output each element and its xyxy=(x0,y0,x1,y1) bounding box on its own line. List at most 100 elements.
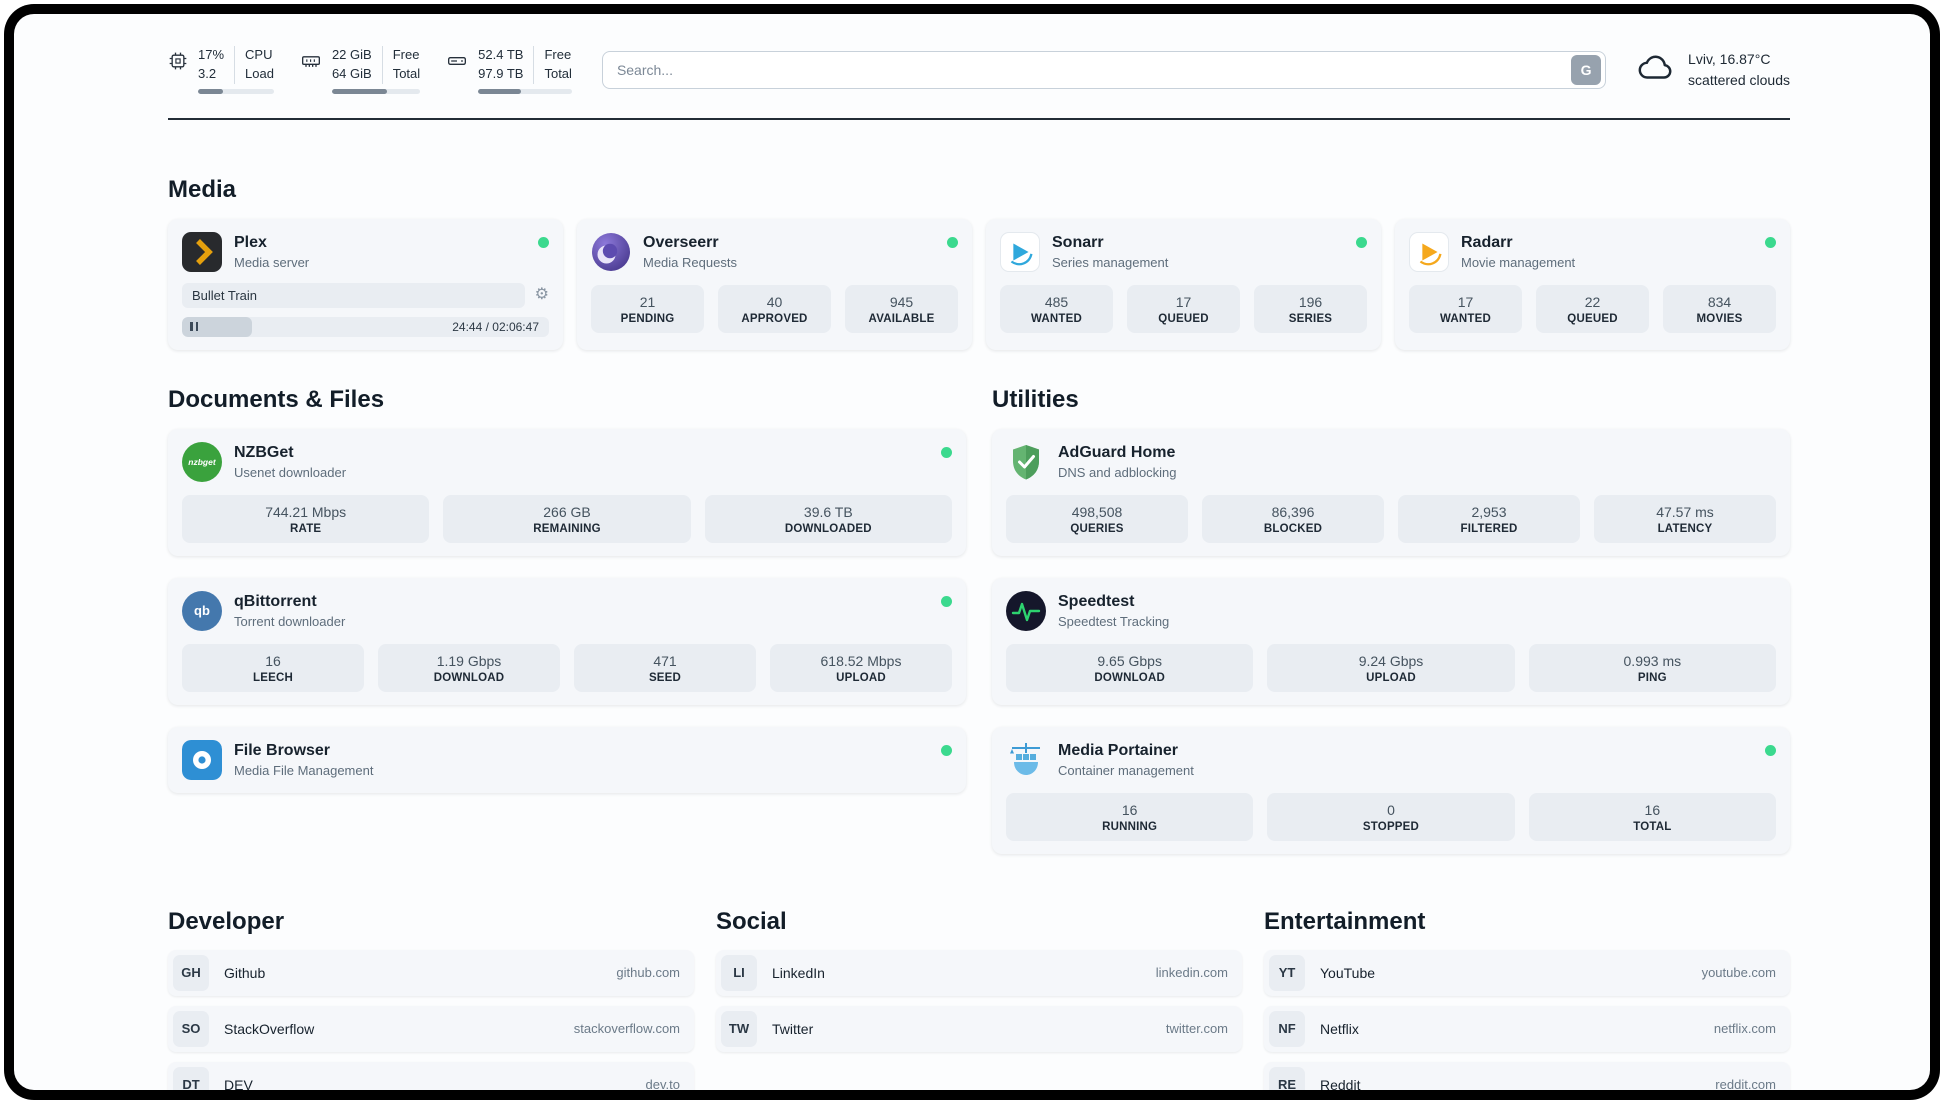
adguard-shield-icon xyxy=(1006,442,1046,482)
memory-usage-bar-fill xyxy=(331,88,387,94)
cpu-labels: CPU Load xyxy=(234,46,274,84)
plex-playback-time: 24:44 / 02:06:47 xyxy=(452,319,539,334)
disk-total-value: 97.9 TB xyxy=(478,65,524,81)
bookmark-twitter[interactable]: TW Twitter twitter.com xyxy=(716,1005,1242,1052)
filebrowser-status-dot xyxy=(941,744,952,756)
gear-icon[interactable]: ⚙ xyxy=(534,286,549,304)
cpu-usage-bar-fill xyxy=(198,88,224,94)
qbittorrent-name: qBittorrent xyxy=(234,592,317,610)
radarr-stat-movies: 834 MOVIES xyxy=(1663,284,1776,333)
radarr-subtitle: Movie management xyxy=(1461,254,1576,270)
nzbget-card[interactable]: nzbget NZBGet Usenet downloader 744.21 M… xyxy=(168,428,966,556)
portainer-card[interactable]: Media Portainer Container management 16 … xyxy=(992,726,1790,854)
portainer-stat-stopped: 0 STOPPED xyxy=(1267,792,1515,841)
overseerr-card[interactable]: Overseerr Media Requests 21 PENDING 40 A… xyxy=(577,218,972,350)
search-input[interactable] xyxy=(616,61,1572,78)
netflix-abbr-icon: NF xyxy=(1269,1010,1305,1047)
nzbget-status-dot xyxy=(941,446,952,458)
bookmark-linkedin[interactable]: LI LinkedIn linkedin.com xyxy=(716,949,1242,996)
qbittorrent-status-dot xyxy=(941,595,952,607)
filebrowser-icon xyxy=(182,739,222,780)
weather-location: Lviv, 16.87°C xyxy=(1688,50,1771,67)
plex-name: Plex xyxy=(234,233,267,251)
qbittorrent-stat-leech: 16 LEECH xyxy=(182,643,364,692)
memory-label-bottom: Total xyxy=(392,65,421,81)
speedtest-subtitle: Speedtest Tracking xyxy=(1058,613,1170,629)
dashboard-page: 17% 3.2 CPU Load xyxy=(14,14,1930,1090)
overseerr-stat-pending: 21 PENDING xyxy=(591,284,704,333)
overseerr-name: Overseerr xyxy=(643,233,719,251)
reddit-abbr-icon: RE xyxy=(1269,1066,1305,1090)
memory-labels: Free Total xyxy=(381,46,421,84)
qbittorrent-subtitle: Torrent downloader xyxy=(234,613,346,629)
nzbget-stat-remaining: 266 GB REMAINING xyxy=(443,494,691,543)
cpu-load-value: 3.2 xyxy=(198,65,217,81)
weather-condition: scattered clouds xyxy=(1688,71,1790,88)
bookmark-stackoverflow[interactable]: SO StackOverflow stackoverflow.com xyxy=(168,1005,694,1052)
speedtest-stat-upload: 9.24 Gbps UPLOAD xyxy=(1267,643,1515,692)
cpu-label-bottom: Load xyxy=(245,65,274,81)
disk-free-value: 52.4 TB xyxy=(478,47,524,62)
cloud-icon xyxy=(1636,51,1676,88)
dev-abbr-icon: DT xyxy=(173,1066,209,1090)
radarr-stat-queued: 22 QUEUED xyxy=(1536,284,1649,333)
filebrowser-subtitle: Media File Management xyxy=(234,762,374,778)
adguard-card[interactable]: AdGuard Home DNS and adblocking 498,508 … xyxy=(992,428,1790,556)
radarr-icon xyxy=(1409,231,1449,272)
disk-drive-icon xyxy=(446,51,468,71)
portainer-subtitle: Container management xyxy=(1058,762,1194,778)
radarr-stat-wanted: 17 WANTED xyxy=(1409,284,1522,333)
search-bar[interactable]: G xyxy=(601,50,1607,89)
memory-total-value: 64 GiB xyxy=(331,65,372,81)
section-title-social: Social xyxy=(716,907,787,935)
twitter-abbr-icon: TW xyxy=(721,1010,757,1047)
memory-widget: 22 GiB 64 GiB Free Total xyxy=(300,46,421,94)
qbittorrent-card[interactable]: qb qBittorrent Torrent downloader 16 LEE… xyxy=(168,577,966,705)
system-widgets: 17% 3.2 CPU Load xyxy=(168,46,572,94)
sonarr-stat-wanted: 485 WANTED xyxy=(1000,284,1113,333)
disk-label-top: Free xyxy=(544,47,572,62)
bookmark-reddit[interactable]: RE Reddit reddit.com xyxy=(1264,1061,1790,1090)
adguard-stat-filtered: 2,953 FILTERED xyxy=(1398,494,1580,543)
nzbget-subtitle: Usenet downloader xyxy=(234,464,347,480)
adguard-name: AdGuard Home xyxy=(1058,443,1176,461)
speedtest-stat-ping: 0.993 ms PING xyxy=(1528,643,1776,692)
qbittorrent-stat-upload: 618.52 Mbps UPLOAD xyxy=(770,643,952,692)
section-title-utilities: Utilities xyxy=(992,385,1079,413)
media-grid: Plex Media server Bullet Train ⚙ 24:44 /… xyxy=(168,218,1790,350)
cpu-usage-bar xyxy=(198,88,274,94)
overseerr-subtitle: Media Requests xyxy=(643,254,737,270)
portainer-whale-icon xyxy=(1006,740,1046,780)
nzbget-stat-rate: 744.21 Mbps RATE xyxy=(182,494,430,543)
memory-ram-icon xyxy=(300,51,322,71)
stackoverflow-abbr-icon: SO xyxy=(173,1010,209,1047)
disk-label-bottom: Total xyxy=(544,65,572,81)
plex-progress-bar[interactable]: 24:44 / 02:06:47 xyxy=(182,316,549,337)
bookmark-github[interactable]: GH Github github.com xyxy=(168,949,694,996)
bookmark-youtube[interactable]: YT YouTube youtube.com xyxy=(1264,949,1790,996)
disk-usage-bar-fill xyxy=(478,88,522,94)
header-divider xyxy=(168,117,1790,120)
sonarr-icon xyxy=(1000,231,1040,272)
bookmark-netflix[interactable]: NF Netflix netflix.com xyxy=(1264,1005,1790,1052)
speedtest-card[interactable]: Speedtest Speedtest Tracking 9.65 Gbps D… xyxy=(992,577,1790,705)
memory-label-top: Free xyxy=(392,47,420,62)
youtube-abbr-icon: YT xyxy=(1269,954,1305,991)
sonarr-card[interactable]: Sonarr Series management 485 WANTED 17 Q… xyxy=(986,218,1381,350)
search-engine-button[interactable]: G xyxy=(1571,54,1602,85)
plex-status-dot xyxy=(538,236,549,248)
bookmark-group-social: Social LI LinkedIn linkedin.com TW Twitt… xyxy=(716,908,1242,1062)
speedtest-icon xyxy=(1006,590,1046,631)
cpu-percent: 17% xyxy=(198,47,225,62)
bookmark-dev[interactable]: DT DEV dev.to xyxy=(168,1061,694,1090)
radarr-card[interactable]: Radarr Movie management 17 WANTED 22 QUE… xyxy=(1395,218,1790,350)
adguard-stat-latency: 47.57 ms LATENCY xyxy=(1594,494,1776,543)
plex-card[interactable]: Plex Media server Bullet Train ⚙ 24:44 /… xyxy=(168,218,563,350)
section-title-documents: Documents & Files xyxy=(168,385,385,413)
adguard-stat-queries: 498,508 QUERIES xyxy=(1006,494,1188,543)
filebrowser-card[interactable]: File Browser Media File Management xyxy=(168,726,966,793)
radarr-status-dot xyxy=(1765,236,1776,248)
memory-usage-bar xyxy=(331,88,421,94)
overseerr-status-dot xyxy=(947,236,958,248)
sonarr-status-dot xyxy=(1356,236,1367,248)
